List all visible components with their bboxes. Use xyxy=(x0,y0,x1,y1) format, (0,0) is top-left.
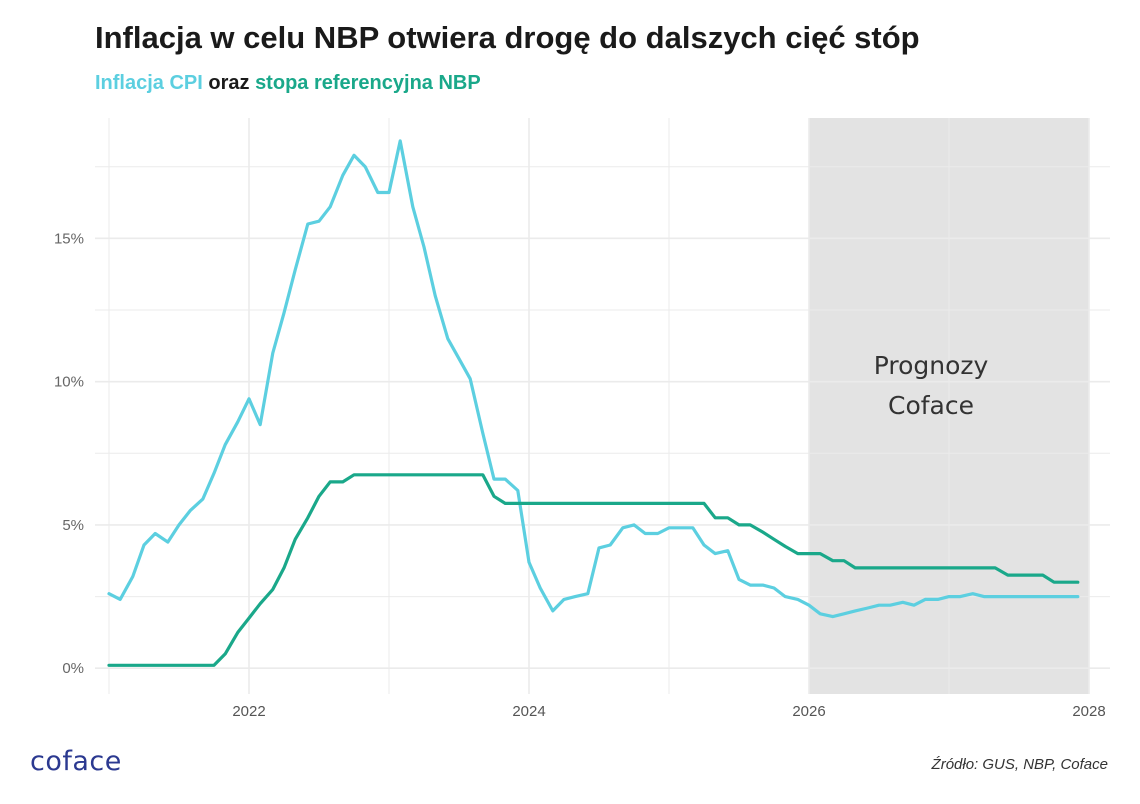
subtitle-ref-rate-legend: stopa referencyjna NBP xyxy=(255,72,481,94)
subtitle-connector: oraz xyxy=(202,72,256,94)
forecast-label: Prognozy Coface xyxy=(798,346,1064,426)
coface-logo: coface xyxy=(30,746,122,777)
source-note: Źródło: GUS, NBP, Coface xyxy=(931,756,1108,773)
x-tick-label: 2028 xyxy=(1072,703,1105,720)
chart-subtitle: Inflacja CPI oraz stopa referencyjna NBP xyxy=(95,72,481,95)
x-tick-label: 2026 xyxy=(792,703,825,720)
subtitle-cpi-legend: Inflacja CPI xyxy=(95,72,203,94)
y-tick-label: 0% xyxy=(62,660,84,677)
forecast-label-line1: Prognozy xyxy=(873,351,989,380)
x-tick-label: 2024 xyxy=(512,703,545,720)
chart-title: Inflacja w celu NBP otwiera drogę do dal… xyxy=(95,20,920,55)
series-line-cpi xyxy=(107,139,1080,619)
x-tick-label: 2022 xyxy=(232,703,265,720)
forecast-label-line2: Coface xyxy=(888,391,974,420)
series-line-ref-rate xyxy=(107,473,1080,667)
y-tick-label: 5% xyxy=(62,517,84,534)
y-tick-label: 10% xyxy=(54,374,84,391)
y-tick-label: 15% xyxy=(54,230,84,247)
